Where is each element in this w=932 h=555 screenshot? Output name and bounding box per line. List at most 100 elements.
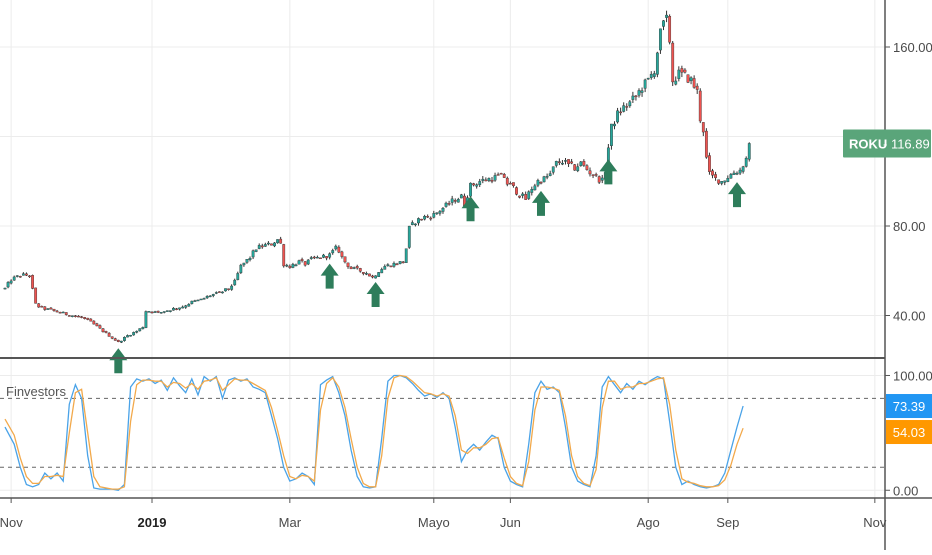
candle-body — [37, 303, 41, 308]
candle-body — [447, 203, 451, 205]
candle-body — [9, 280, 13, 284]
price-axis-label: 160.00 — [893, 40, 932, 55]
candle-body — [40, 306, 44, 308]
candle-body — [147, 311, 151, 313]
candle-body — [456, 199, 460, 203]
candle-body — [270, 243, 273, 246]
candle-body — [291, 263, 295, 268]
candle-body — [337, 246, 341, 253]
candle-body — [135, 330, 139, 333]
candle-body — [698, 90, 702, 122]
candle-body — [257, 245, 261, 249]
price-panel[interactable] — [3, 10, 751, 344]
candle-body — [732, 172, 736, 175]
candle-body — [564, 160, 567, 162]
candle-body — [435, 212, 439, 214]
candle-body — [404, 248, 408, 263]
signal-arrow — [728, 182, 747, 208]
candle-body — [116, 339, 120, 342]
candle-body — [309, 257, 313, 259]
signal-arrow — [320, 263, 339, 289]
candle-body — [202, 298, 206, 300]
candle-body — [692, 78, 696, 88]
candle-body — [319, 257, 322, 260]
candle-body — [340, 251, 344, 257]
candle-body — [61, 311, 65, 314]
candle-body — [557, 161, 561, 164]
candle-body — [119, 340, 123, 343]
candle-body — [52, 308, 56, 311]
candle-body — [628, 101, 632, 107]
candle-body — [254, 249, 258, 252]
candle-body — [159, 311, 163, 314]
candle-body — [634, 95, 638, 98]
candle-body — [576, 166, 580, 172]
candle-body — [539, 182, 543, 184]
candle-body — [671, 42, 675, 83]
candle-body — [227, 288, 230, 290]
candle-body — [380, 269, 384, 274]
candle-body — [361, 272, 365, 274]
candle-body — [343, 256, 347, 263]
candle-body — [303, 261, 307, 266]
last-price-badge — [843, 129, 931, 158]
candle-body — [610, 123, 613, 146]
candle-body — [349, 266, 353, 270]
candle-body — [377, 272, 381, 277]
candle-body — [21, 273, 25, 276]
candle-body — [285, 264, 289, 267]
candle-body — [597, 176, 601, 183]
candle-body — [132, 332, 136, 336]
candle-body — [104, 331, 108, 333]
candle-body — [358, 268, 362, 272]
candle-body — [187, 304, 191, 307]
candle-body — [665, 14, 668, 18]
candle-body — [199, 298, 203, 301]
candle-body — [325, 256, 328, 259]
oscillator-panel[interactable] — [4, 374, 744, 492]
candle-body — [300, 259, 304, 262]
candle-body — [282, 244, 286, 267]
candle-body — [536, 180, 540, 186]
candle-body — [162, 311, 166, 313]
candle-body — [193, 300, 197, 302]
candle-body — [616, 110, 619, 123]
candle-body — [475, 184, 479, 187]
candle-body — [493, 175, 497, 181]
signal-arrow — [599, 159, 618, 185]
candle-body — [619, 111, 623, 114]
oscillator-k-badge — [886, 394, 932, 419]
candle-body — [444, 202, 448, 207]
candle-body — [31, 275, 34, 289]
oscillator-line-k — [4, 374, 744, 492]
candle-body — [331, 250, 335, 254]
candle-body — [92, 320, 96, 325]
candle-body — [499, 173, 503, 175]
candle-body — [662, 20, 665, 27]
candle-body — [741, 166, 745, 172]
candle-body — [735, 172, 739, 175]
grid-layer — [0, 0, 885, 498]
candle-body — [217, 291, 221, 293]
candle-body — [251, 250, 255, 258]
candle-body — [242, 262, 246, 266]
candle-body — [18, 275, 22, 278]
candle-body — [484, 179, 488, 182]
candle-body — [316, 256, 319, 259]
candle-body — [3, 287, 7, 290]
candle-body — [233, 279, 237, 286]
candle-body — [505, 177, 509, 185]
candle-body — [481, 178, 485, 181]
price-axis-label: 40.00 — [893, 308, 926, 323]
candle-body — [542, 176, 546, 183]
candle-body — [582, 161, 586, 166]
candle-body — [554, 161, 558, 166]
candle-body — [138, 328, 142, 332]
candle-body — [25, 273, 28, 276]
candle-body — [153, 311, 157, 313]
indicator-name[interactable]: Finvestors — [6, 384, 66, 399]
candle-body — [328, 253, 332, 258]
candle-body — [383, 266, 387, 270]
candle-body — [392, 262, 396, 267]
